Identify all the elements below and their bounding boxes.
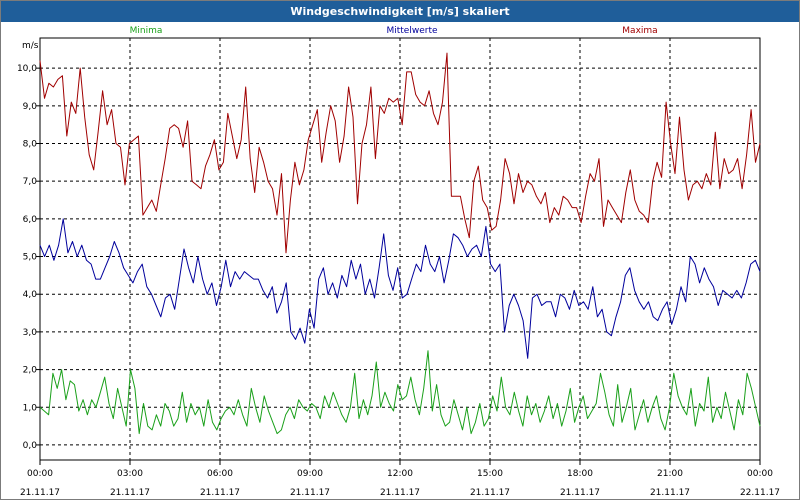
y-axis-label: m/s — [22, 41, 39, 51]
y-axis: 0,0 1,0 2,0 3,0 4,0 5,0 6,0 7,0 8,0 9,0 10,0 — [17, 64, 40, 451]
x-tick-time: 03:00 — [117, 469, 143, 479]
legend-entry-mittelwerte: Mittelwerte — [386, 26, 437, 36]
y-tick-label: 3,0 — [23, 328, 38, 338]
series-lines — [39, 52, 761, 435]
x-axis: 00:00 21.11.17 03:00 21.11.17 06:00 21.11.17 0… — [20, 460, 780, 498]
x-tick-date: 21.11.17 — [650, 488, 690, 498]
x-tick-time: 06:00 — [207, 469, 233, 479]
x-tick-time: 09:00 — [297, 469, 323, 479]
series-line-minima — [39, 350, 761, 435]
legend-entry-minima: Minima — [130, 26, 163, 36]
y-tick-label: 4,0 — [23, 290, 38, 300]
y-tick-label: 1,0 — [23, 403, 38, 413]
series-line-maxima — [39, 52, 761, 254]
x-tick-time: 21:00 — [657, 469, 683, 479]
y-tick-label: 2,0 — [23, 366, 38, 376]
y-tick-label: 6,0 — [23, 215, 38, 225]
x-tick-date: 21.11.17 — [110, 488, 150, 498]
x-tick-date: 21.11.17 — [560, 488, 600, 498]
y-tick-label: 9,0 — [23, 102, 38, 112]
y-tick-label: 7,0 — [23, 177, 38, 187]
grid-lines — [40, 38, 760, 460]
x-tick-time: 12:00 — [387, 469, 413, 479]
series-line-mittelwerte — [39, 218, 761, 359]
x-tick-date: 22.11.17 — [740, 488, 780, 498]
legend-entry-maxima: Maxima — [622, 26, 657, 36]
x-tick-time: 15:00 — [477, 469, 503, 479]
x-tick-date: 21.11.17 — [290, 488, 330, 498]
y-tick-label: 5,0 — [23, 253, 38, 263]
x-tick-date: 21.11.17 — [20, 488, 60, 498]
x-tick-date: 21.11.17 — [470, 488, 510, 498]
x-tick-date: 21.11.17 — [200, 488, 240, 498]
y-tick-label: 0,0 — [23, 441, 38, 451]
y-tick-label: 8,0 — [23, 140, 38, 150]
y-tick-label: 10,0 — [17, 64, 37, 74]
x-tick-time: 18:00 — [567, 469, 593, 479]
x-tick-time: 00:00 — [747, 469, 773, 479]
x-tick-time: 00:00 — [27, 469, 53, 479]
x-tick-date: 21.11.17 — [380, 488, 420, 498]
legend: Minima Mittelwerte Maxima — [130, 26, 658, 36]
window-title: Windgeschwindigkeit [m/s] skaliert — [1, 1, 799, 22]
